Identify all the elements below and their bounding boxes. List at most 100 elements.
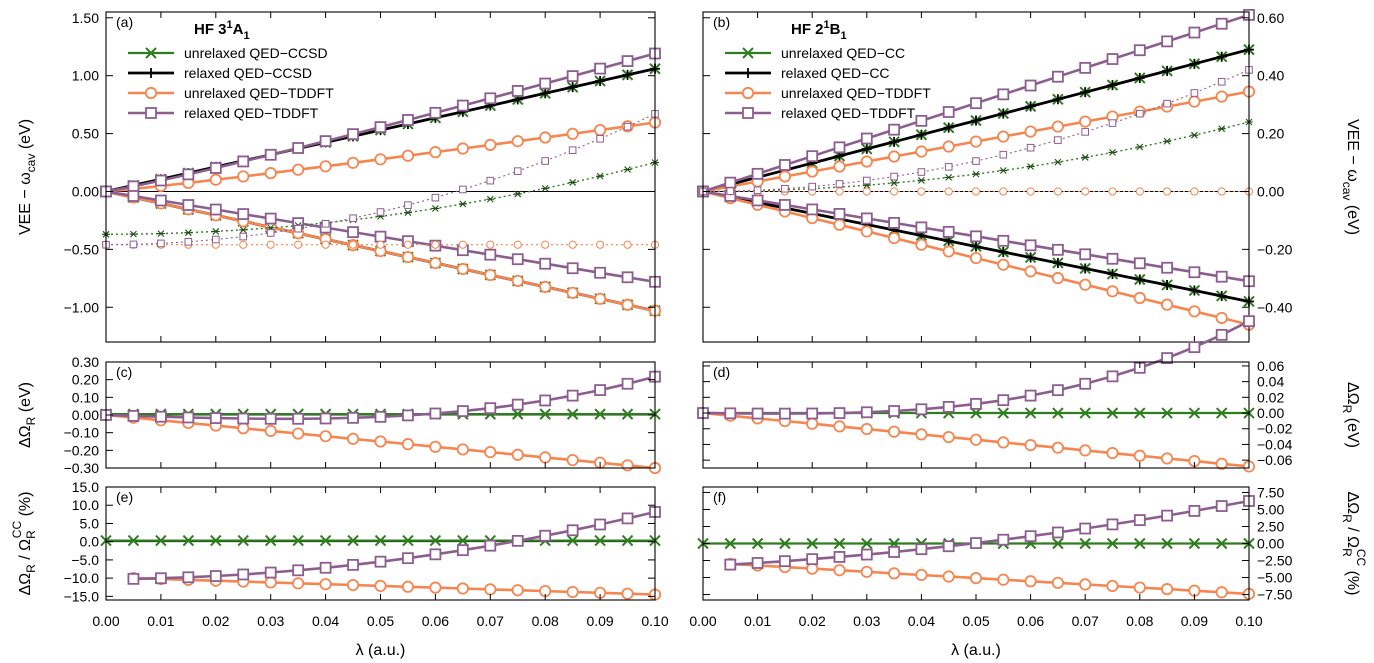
y-tick-label: 0.00 (72, 407, 99, 423)
data-point (1081, 187, 1090, 196)
data-point (1052, 257, 1063, 268)
legend-label: unrelaxed QED−CCSD (184, 45, 328, 61)
data-point (349, 214, 357, 223)
data-point (401, 438, 415, 451)
data-point (1161, 407, 1173, 419)
data-point (1188, 266, 1201, 279)
data-point (484, 402, 497, 415)
y-tick-label: 7.50 (1257, 484, 1284, 500)
data-point (292, 163, 305, 176)
y-tick-label: −0.06 (1257, 452, 1293, 468)
data-point (541, 184, 550, 192)
data-point (1052, 384, 1064, 397)
panel-c: −0.30 −0.20−0.10 0.00 0.100.20 0.30 (c) ΔΩR (e… (17, 354, 662, 476)
panel-a: −1.00 −0.50 0.00 0.50 1.00 1.50 (a) HF 31A1 unre… (17, 10, 662, 343)
y-tick-label: 2.50 (1257, 518, 1284, 534)
data-point (887, 425, 901, 438)
data-point (486, 240, 495, 249)
data-point (374, 579, 387, 593)
data-point (511, 398, 524, 411)
data-point (593, 123, 607, 137)
data-point (348, 240, 358, 249)
data-point (1051, 271, 1065, 285)
data-point (484, 539, 497, 552)
data-point (486, 176, 495, 185)
data-point (568, 240, 577, 249)
data-point (347, 534, 359, 547)
data-point (264, 424, 277, 437)
data-point (779, 199, 791, 211)
data-point (1133, 257, 1146, 270)
series-td_unrel-1 (724, 557, 1256, 600)
data-point (997, 258, 1010, 271)
legend-swatch-marker (146, 68, 156, 78)
data-point (621, 534, 634, 547)
y-tick-label: −5.0 (71, 552, 99, 568)
data-point (209, 173, 222, 186)
x-tick-label: 0.00 (92, 613, 119, 629)
data-point (429, 534, 442, 547)
data-point (594, 266, 606, 279)
panel-label: (c) (116, 364, 132, 380)
data-point (1188, 537, 1201, 550)
data-point (969, 433, 983, 446)
y-tick-label: 15.0 (72, 479, 99, 495)
data-point (1106, 518, 1119, 531)
data-point (1161, 352, 1173, 365)
data-point (621, 587, 634, 600)
data-point (593, 292, 607, 305)
data-point (374, 121, 387, 134)
data-point (753, 186, 762, 195)
data-point (833, 407, 846, 419)
data-point (1108, 119, 1117, 127)
data-point (1188, 505, 1201, 517)
data-point (890, 172, 898, 181)
data-point (969, 251, 983, 265)
data-point (997, 130, 1010, 143)
data-point (456, 582, 469, 595)
data-point (1024, 239, 1037, 252)
data-point (374, 153, 387, 166)
data-point (541, 240, 550, 249)
data-point (1188, 341, 1201, 354)
series-cc_unrel-0 (100, 534, 661, 547)
data-point (888, 123, 900, 136)
data-point (806, 537, 818, 550)
data-point (1052, 407, 1064, 419)
x-tick-label: 0.05 (367, 613, 394, 629)
x-axis-label: λ (a.u.) (356, 642, 406, 659)
series-td_rel-7 (697, 185, 1255, 288)
data-point (1106, 53, 1119, 65)
data-point (915, 568, 928, 582)
data-point (970, 230, 982, 243)
series-td_rel-7 (100, 185, 661, 288)
data-point (861, 143, 872, 154)
y-axis-label: ΔΩR / ΩRCC (%) (1340, 492, 1368, 596)
data-point (890, 187, 899, 196)
data-point (540, 88, 551, 99)
x-tick-label: 0.09 (1181, 613, 1208, 629)
legend-label: unrelaxed QED−TDDFT (184, 85, 334, 101)
data-point (1163, 99, 1171, 108)
y-tick-label: 0.10 (72, 389, 99, 405)
data-point (539, 451, 552, 464)
y-tick-label: 0.20 (72, 372, 99, 388)
data-point (1134, 407, 1146, 419)
data-point (751, 407, 764, 420)
data-point (347, 226, 359, 239)
data-point (972, 157, 980, 165)
data-point (594, 384, 606, 396)
data-point (724, 558, 737, 571)
data-point (1133, 581, 1146, 594)
data-point (1051, 120, 1065, 133)
data-point (129, 240, 138, 249)
data-point (1215, 328, 1228, 341)
data-point (347, 558, 359, 571)
data-point (568, 146, 577, 155)
data-point (1106, 446, 1119, 460)
data-point (264, 212, 277, 225)
data-point (944, 187, 953, 196)
data-point (156, 230, 165, 237)
data-point (621, 512, 634, 525)
data-point (431, 193, 440, 202)
